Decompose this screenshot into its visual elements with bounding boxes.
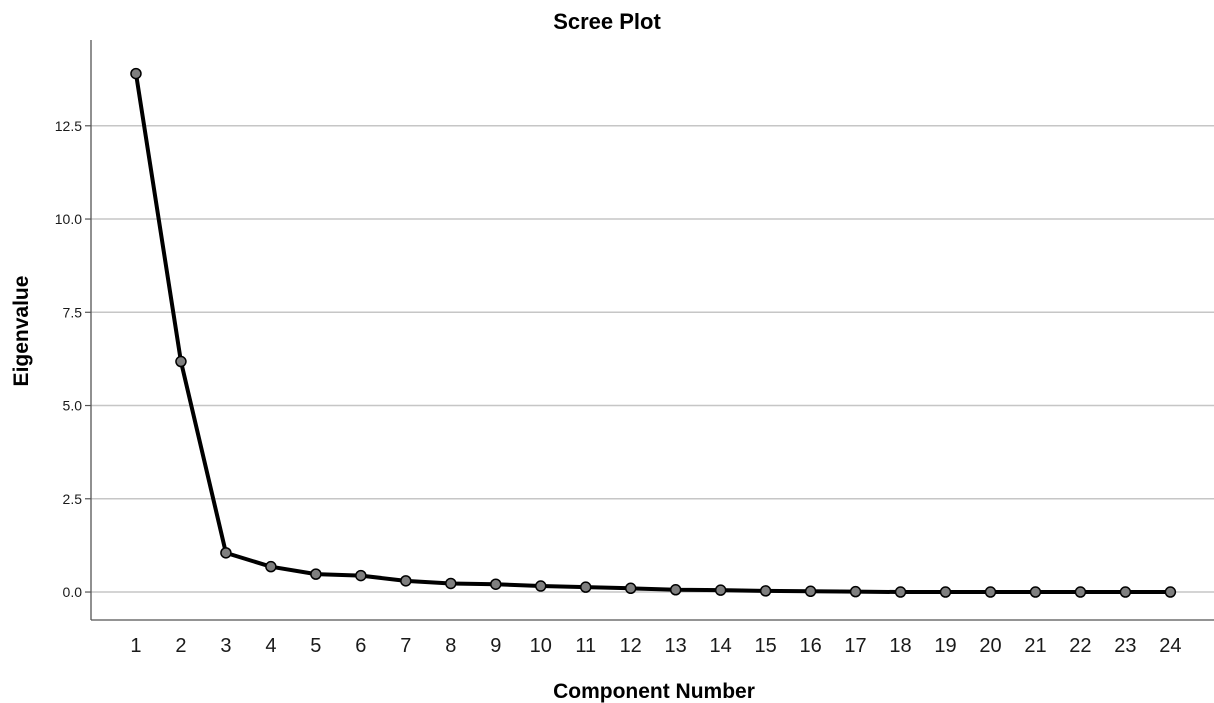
x-tick-label: 1 (130, 635, 141, 657)
x-tick-label: 9 (490, 635, 501, 657)
y-tick-label: 12.5 (55, 118, 82, 134)
x-tick-label: 4 (265, 635, 276, 657)
data-point (714, 584, 727, 596)
y-tick-label: 0.0 (63, 584, 83, 600)
data-point (400, 575, 412, 587)
data-point (355, 569, 367, 582)
data-point (445, 577, 457, 590)
x-tick-label: 19 (934, 635, 956, 657)
axes (90, 40, 1214, 621)
x-tick-label: 17 (844, 635, 866, 657)
x-tick-label: 7 (400, 635, 411, 657)
x-tick-label: 20 (979, 635, 1001, 657)
y-tick-label: 7.5 (63, 304, 83, 320)
x-tick-label: 24 (1159, 635, 1181, 657)
x-tick-label: 23 (1114, 635, 1136, 657)
data-point (849, 585, 862, 598)
data-point (490, 578, 502, 590)
x-tick-label: 8 (445, 635, 456, 657)
data-point (759, 585, 772, 597)
x-tick-label: 22 (1069, 635, 1091, 657)
data-point (1074, 586, 1087, 598)
y-tick-label: 10.0 (55, 211, 82, 227)
data-point (1164, 586, 1177, 598)
x-tick-label: 10 (530, 635, 552, 657)
data-point (265, 560, 277, 573)
x-axis-ticks: 1 2 3 4 5 6 7 8 9 10 11 12 13 14 15 16 17 18 19 20 21 22 23 24 (130, 635, 1181, 657)
x-tick-label: 21 (1024, 635, 1046, 657)
x-tick-label: 5 (310, 635, 321, 657)
x-tick-label: 16 (799, 635, 821, 657)
y-tick-label: 2.5 (63, 491, 83, 507)
data-point (669, 584, 682, 596)
x-tick-label: 2 (175, 635, 186, 657)
data-point (939, 586, 952, 598)
x-tick-label: 3 (220, 635, 231, 657)
x-axis-label: Component Number (553, 680, 755, 703)
x-tick-label: 15 (754, 635, 776, 657)
data-point (175, 355, 187, 368)
data-point (984, 586, 997, 598)
data-point (804, 585, 817, 598)
x-tick-label: 6 (355, 635, 366, 657)
y-axis-ticks: 0.0 2.5 5.0 7.5 10.0 12.5 (55, 118, 91, 600)
data-point (220, 547, 232, 559)
x-tick-label: 18 (889, 635, 911, 657)
gridlines (91, 125, 1214, 593)
y-axis-label: Eigenvalue (10, 276, 33, 387)
data-point (1029, 586, 1042, 598)
y-tick-label: 5.0 (63, 398, 83, 414)
x-tick-label: 13 (665, 635, 687, 657)
data-point (534, 580, 547, 592)
series-line (133, 71, 1173, 595)
data-point (1119, 586, 1132, 598)
data-point (894, 586, 907, 598)
series-layer (133, 71, 1173, 595)
data-point (579, 581, 592, 593)
data-point (624, 582, 637, 595)
data-points (130, 67, 1177, 598)
x-tick-label: 14 (710, 635, 732, 657)
data-point (130, 67, 142, 80)
x-tick-label: 11 (575, 635, 596, 657)
x-tick-label: 12 (620, 635, 642, 657)
data-point (310, 568, 322, 580)
chart-title: Scree Plot (553, 9, 661, 34)
